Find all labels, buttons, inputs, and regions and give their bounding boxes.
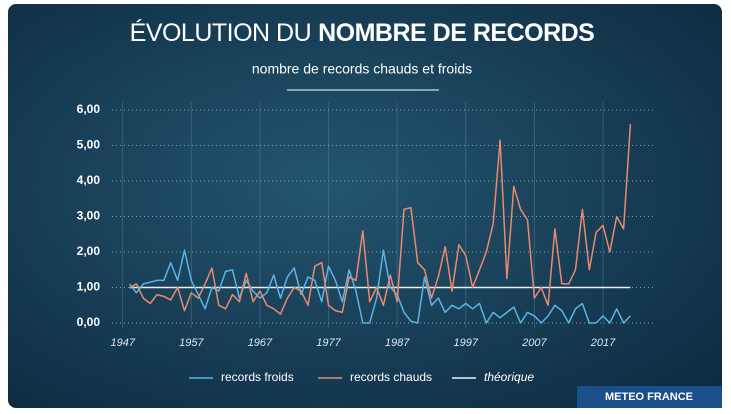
y-tick-label: 4,00: [77, 173, 101, 187]
legend-label: records froids: [221, 370, 294, 384]
brand-box: [577, 386, 722, 408]
legend-label: records chauds: [350, 370, 432, 384]
x-tick-label: 1947: [110, 337, 135, 349]
title-light: ÉVOLUTION DU: [130, 18, 312, 47]
y-tick-label: 1,00: [77, 280, 101, 294]
y-tick-label: 5,00: [77, 138, 101, 152]
x-tick-label: 1957: [179, 337, 204, 349]
y-tick-label: 2,00: [77, 244, 101, 258]
legend-label: théorique: [484, 370, 534, 384]
x-tick-label: 1987: [385, 337, 410, 349]
series-line: [129, 124, 632, 315]
x-tick-label: 2007: [521, 337, 547, 349]
chart-subtitle: nombre de records chauds et froids: [252, 61, 472, 77]
x-tick-label: 1967: [248, 337, 273, 349]
y-tick-label: 6,00: [77, 102, 101, 116]
title-bold: NOMBRE DE RECORDS: [318, 19, 594, 47]
series-line: [129, 249, 631, 324]
brand: METEO FRANCE: [605, 391, 693, 403]
x-tick-label: 1977: [316, 337, 341, 349]
y-tick-label: 3,00: [77, 209, 101, 223]
x-tick-label: 2017: [590, 337, 616, 349]
x-tick-label: 1997: [454, 337, 479, 349]
chart-title: ÉVOLUTION DU NOMBRE DE RECORDS: [130, 18, 595, 47]
y-tick-label: 0,00: [77, 315, 101, 329]
